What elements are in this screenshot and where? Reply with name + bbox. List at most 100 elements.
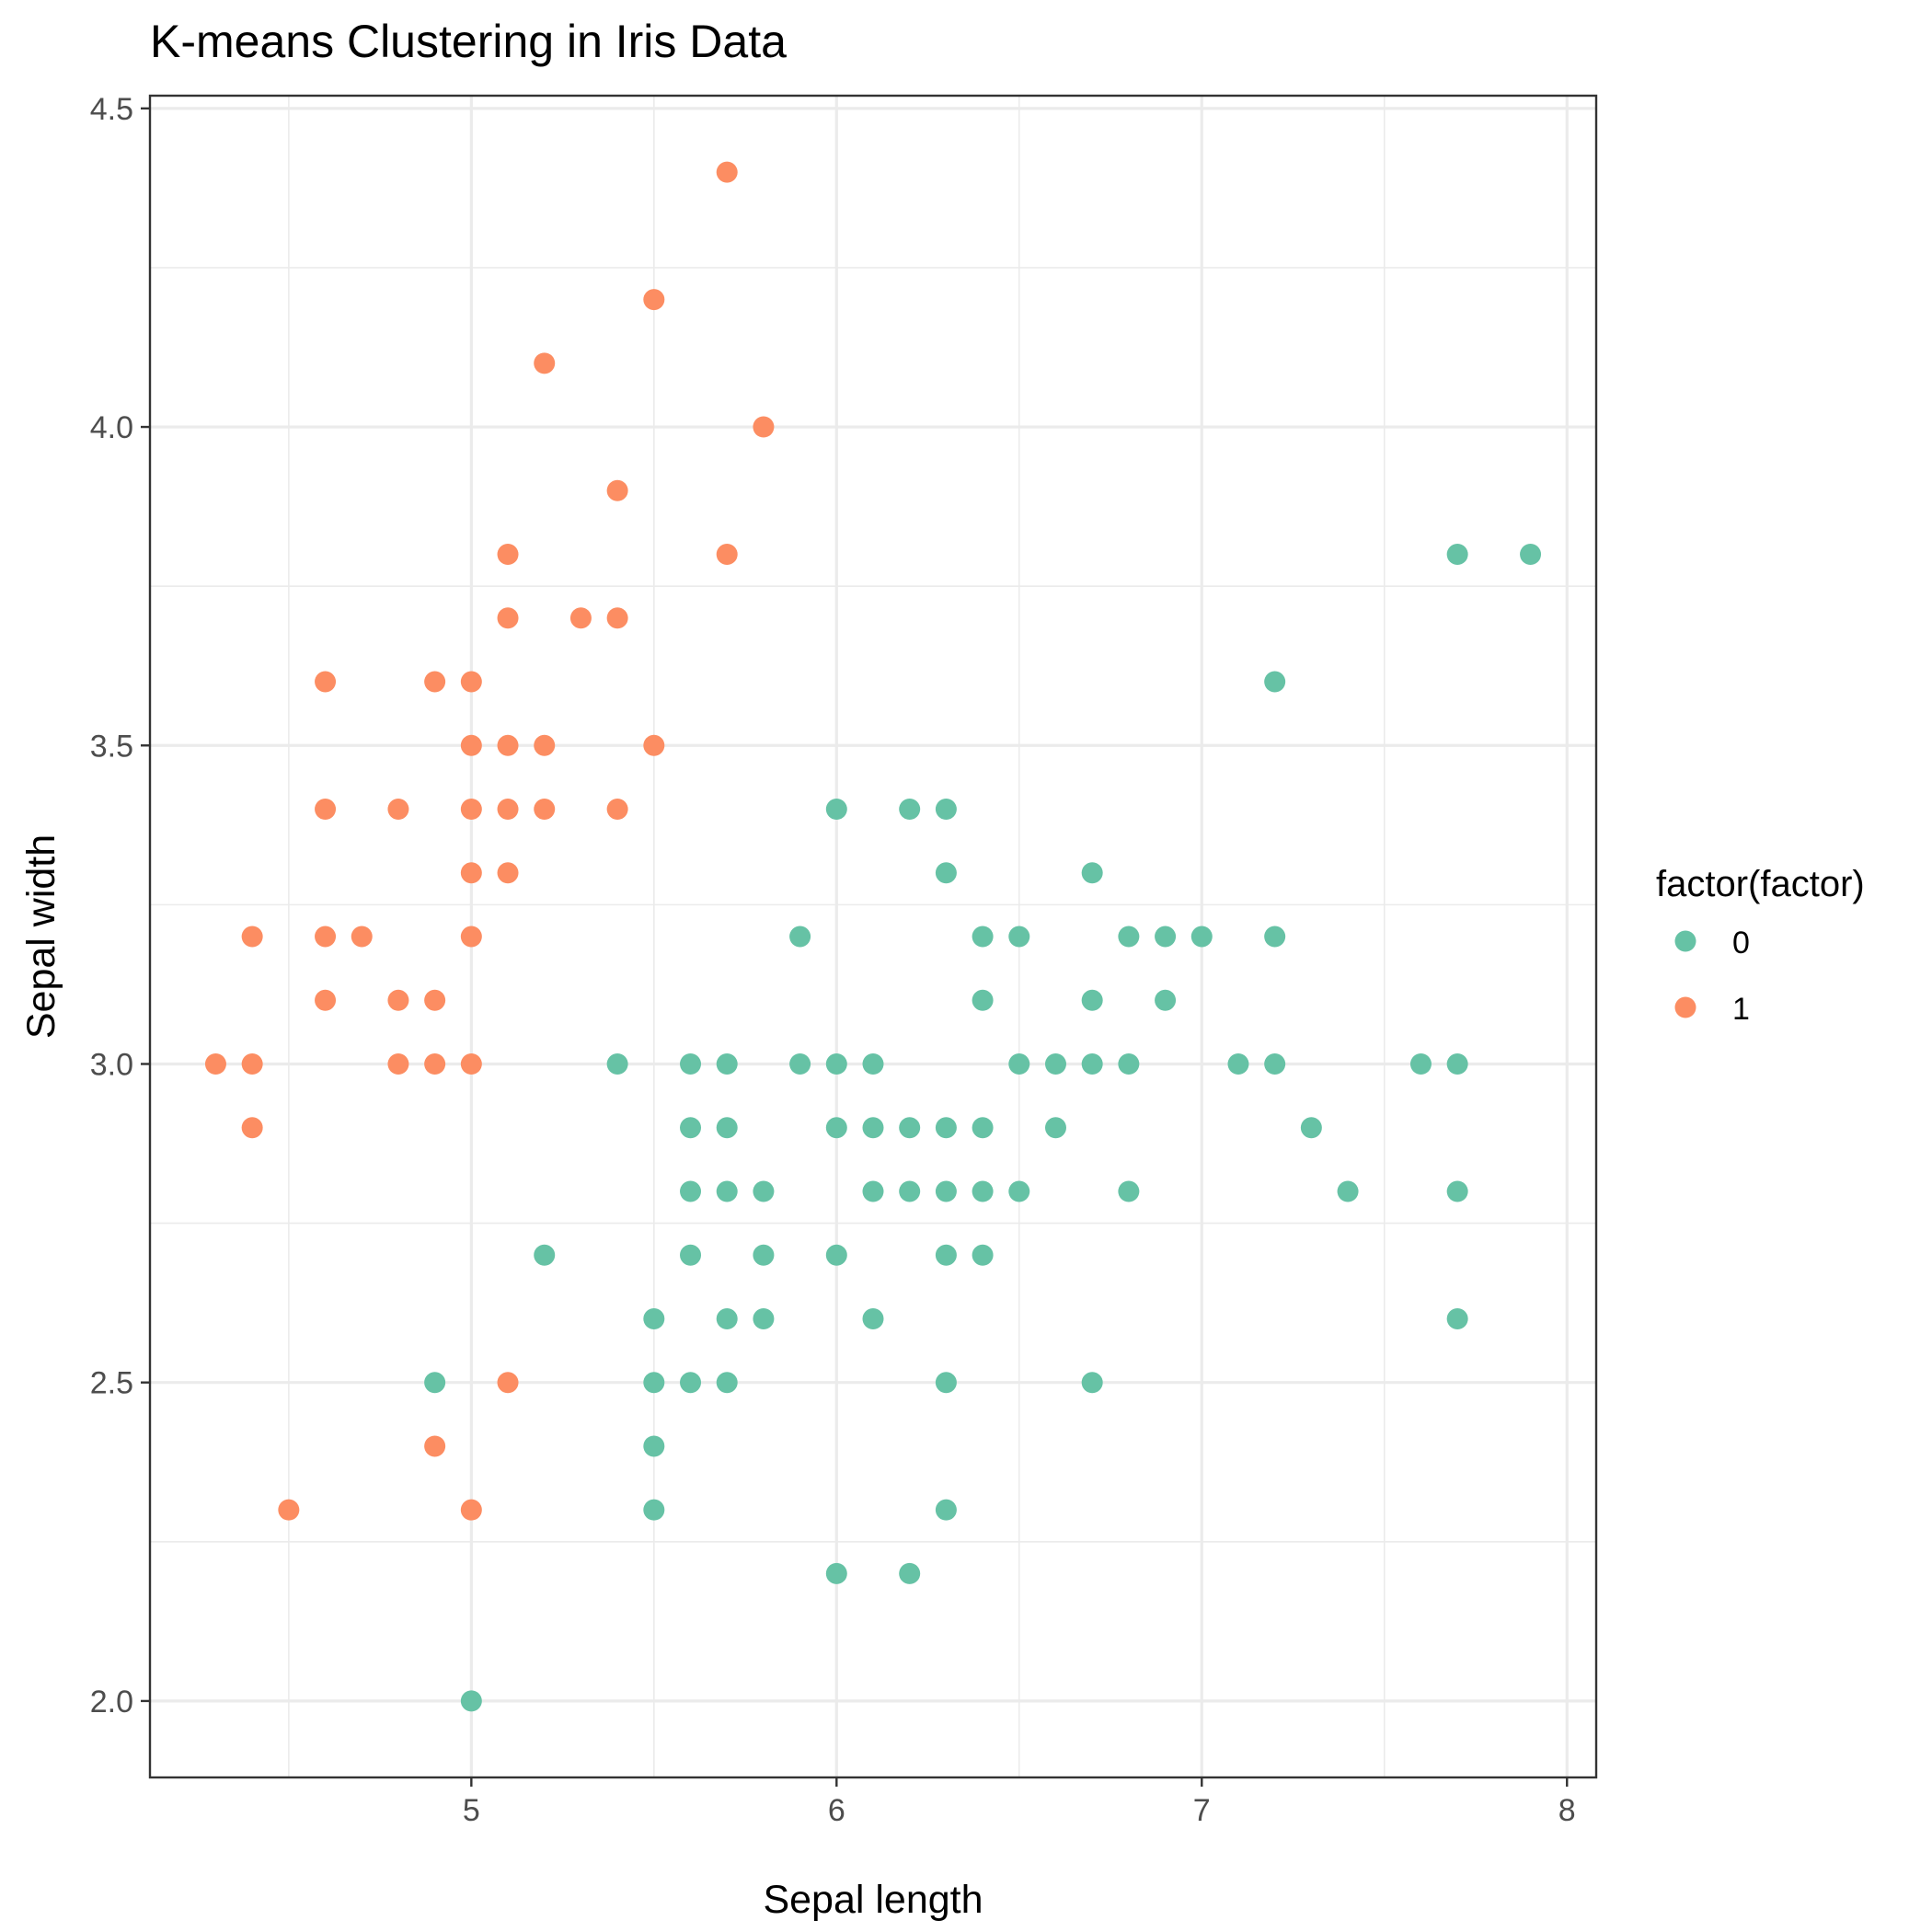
data-point-cluster-0 (716, 1117, 738, 1139)
data-point-cluster-0 (643, 1307, 665, 1329)
data-point-cluster-0 (1409, 1052, 1432, 1075)
data-point-cluster-1 (460, 862, 482, 884)
data-point-cluster-1 (204, 1052, 226, 1075)
data-point-cluster-0 (1520, 544, 1542, 566)
data-point-cluster-0 (680, 1117, 702, 1139)
data-point-cluster-0 (1155, 989, 1177, 1011)
data-point-cluster-0 (643, 1499, 665, 1521)
data-point-cluster-0 (753, 1180, 775, 1202)
data-point-cluster-0 (1446, 1052, 1468, 1075)
data-point-cluster-0 (862, 1052, 884, 1075)
data-point-cluster-0 (643, 1435, 665, 1457)
data-point-cluster-1 (315, 799, 337, 821)
data-point-cluster-1 (643, 734, 665, 756)
data-point-cluster-1 (534, 352, 556, 374)
data-point-cluster-0 (753, 1244, 775, 1266)
data-point-cluster-0 (1337, 1180, 1359, 1202)
data-point-cluster-1 (241, 1052, 263, 1075)
data-point-cluster-0 (1118, 1052, 1140, 1075)
data-point-cluster-0 (1300, 1117, 1322, 1139)
data-point-cluster-1 (387, 799, 409, 821)
data-point-cluster-1 (315, 926, 337, 948)
data-point-cluster-1 (460, 671, 482, 693)
y-tick-label: 3.5 (90, 729, 133, 764)
data-point-cluster-0 (862, 1180, 884, 1202)
data-point-cluster-0 (862, 1117, 884, 1139)
data-point-cluster-0 (972, 926, 994, 948)
data-point-cluster-0 (1446, 544, 1468, 566)
data-point-cluster-1 (424, 1435, 446, 1457)
chart-title: K-means Clustering in Iris Data (150, 16, 787, 67)
data-point-cluster-0 (1264, 671, 1286, 693)
data-point-cluster-0 (862, 1307, 884, 1329)
legend-key-1 (1674, 996, 1696, 1018)
data-point-cluster-0 (789, 1052, 811, 1075)
data-point-cluster-1 (534, 734, 556, 756)
data-point-cluster-0 (1081, 862, 1103, 884)
data-point-cluster-0 (1044, 1117, 1066, 1139)
data-point-cluster-1 (241, 926, 263, 948)
data-point-cluster-0 (935, 1244, 957, 1266)
data-point-cluster-0 (680, 1244, 702, 1266)
data-point-cluster-1 (424, 1052, 446, 1075)
data-point-cluster-0 (825, 1052, 847, 1075)
x-tick-label: 7 (1193, 1793, 1211, 1828)
data-point-cluster-0 (1081, 989, 1103, 1011)
data-point-cluster-1 (387, 1052, 409, 1075)
data-point-cluster-0 (1155, 926, 1177, 948)
data-point-cluster-0 (680, 1372, 702, 1394)
data-point-cluster-1 (497, 607, 519, 629)
data-point-cluster-1 (716, 161, 738, 183)
data-point-cluster-0 (1008, 1180, 1030, 1202)
legend-label-0: 0 (1732, 926, 1750, 960)
data-point-cluster-0 (460, 1690, 482, 1712)
x-axis-title: Sepal length (763, 1878, 983, 1922)
data-point-cluster-0 (1446, 1307, 1468, 1329)
legend: factor(factor) 0 1 (1656, 864, 1865, 1027)
legend-key-0 (1674, 930, 1696, 952)
legend-title: factor(factor) (1656, 864, 1865, 904)
x-tick-label: 8 (1558, 1793, 1576, 1828)
data-point-cluster-0 (825, 1562, 847, 1584)
data-point-cluster-0 (972, 1244, 994, 1266)
data-point-cluster-1 (315, 671, 337, 693)
data-point-cluster-0 (680, 1052, 702, 1075)
data-point-cluster-1 (497, 1372, 519, 1394)
y-tick-label: 4.0 (90, 410, 133, 445)
data-point-cluster-0 (935, 1180, 957, 1202)
data-point-cluster-0 (716, 1180, 738, 1202)
data-point-cluster-0 (825, 799, 847, 821)
data-point-cluster-0 (972, 1180, 994, 1202)
data-point-cluster-1 (241, 1117, 263, 1139)
y-axis-ticks: 2.0 2.5 3.0 3.5 4.0 4.5 (90, 92, 150, 1719)
data-point-cluster-0 (1044, 1052, 1066, 1075)
data-point-cluster-0 (716, 1052, 738, 1075)
legend-label-1: 1 (1732, 992, 1750, 1027)
y-axis-title: Sepal width (19, 834, 63, 1039)
data-point-cluster-0 (1264, 926, 1286, 948)
data-point-cluster-0 (680, 1180, 702, 1202)
data-point-cluster-1 (643, 289, 665, 311)
data-point-cluster-0 (1081, 1372, 1103, 1394)
data-point-cluster-0 (899, 1562, 921, 1584)
x-tick-label: 6 (828, 1793, 845, 1828)
data-point-cluster-1 (569, 607, 592, 629)
x-tick-label: 5 (463, 1793, 480, 1828)
data-point-cluster-1 (497, 544, 519, 566)
data-point-cluster-0 (825, 1244, 847, 1266)
data-point-cluster-1 (387, 989, 409, 1011)
data-point-cluster-0 (716, 1307, 738, 1329)
data-point-cluster-0 (1190, 926, 1213, 948)
data-point-cluster-0 (1008, 926, 1030, 948)
data-point-cluster-1 (424, 671, 446, 693)
data-point-cluster-1 (534, 799, 556, 821)
data-point-cluster-1 (460, 926, 482, 948)
data-point-cluster-0 (424, 1372, 446, 1394)
data-point-cluster-1 (424, 989, 446, 1011)
data-point-cluster-1 (460, 1052, 482, 1075)
data-point-cluster-1 (716, 544, 738, 566)
data-point-cluster-1 (460, 1499, 482, 1521)
data-point-cluster-0 (972, 1117, 994, 1139)
data-point-cluster-0 (935, 1117, 957, 1139)
